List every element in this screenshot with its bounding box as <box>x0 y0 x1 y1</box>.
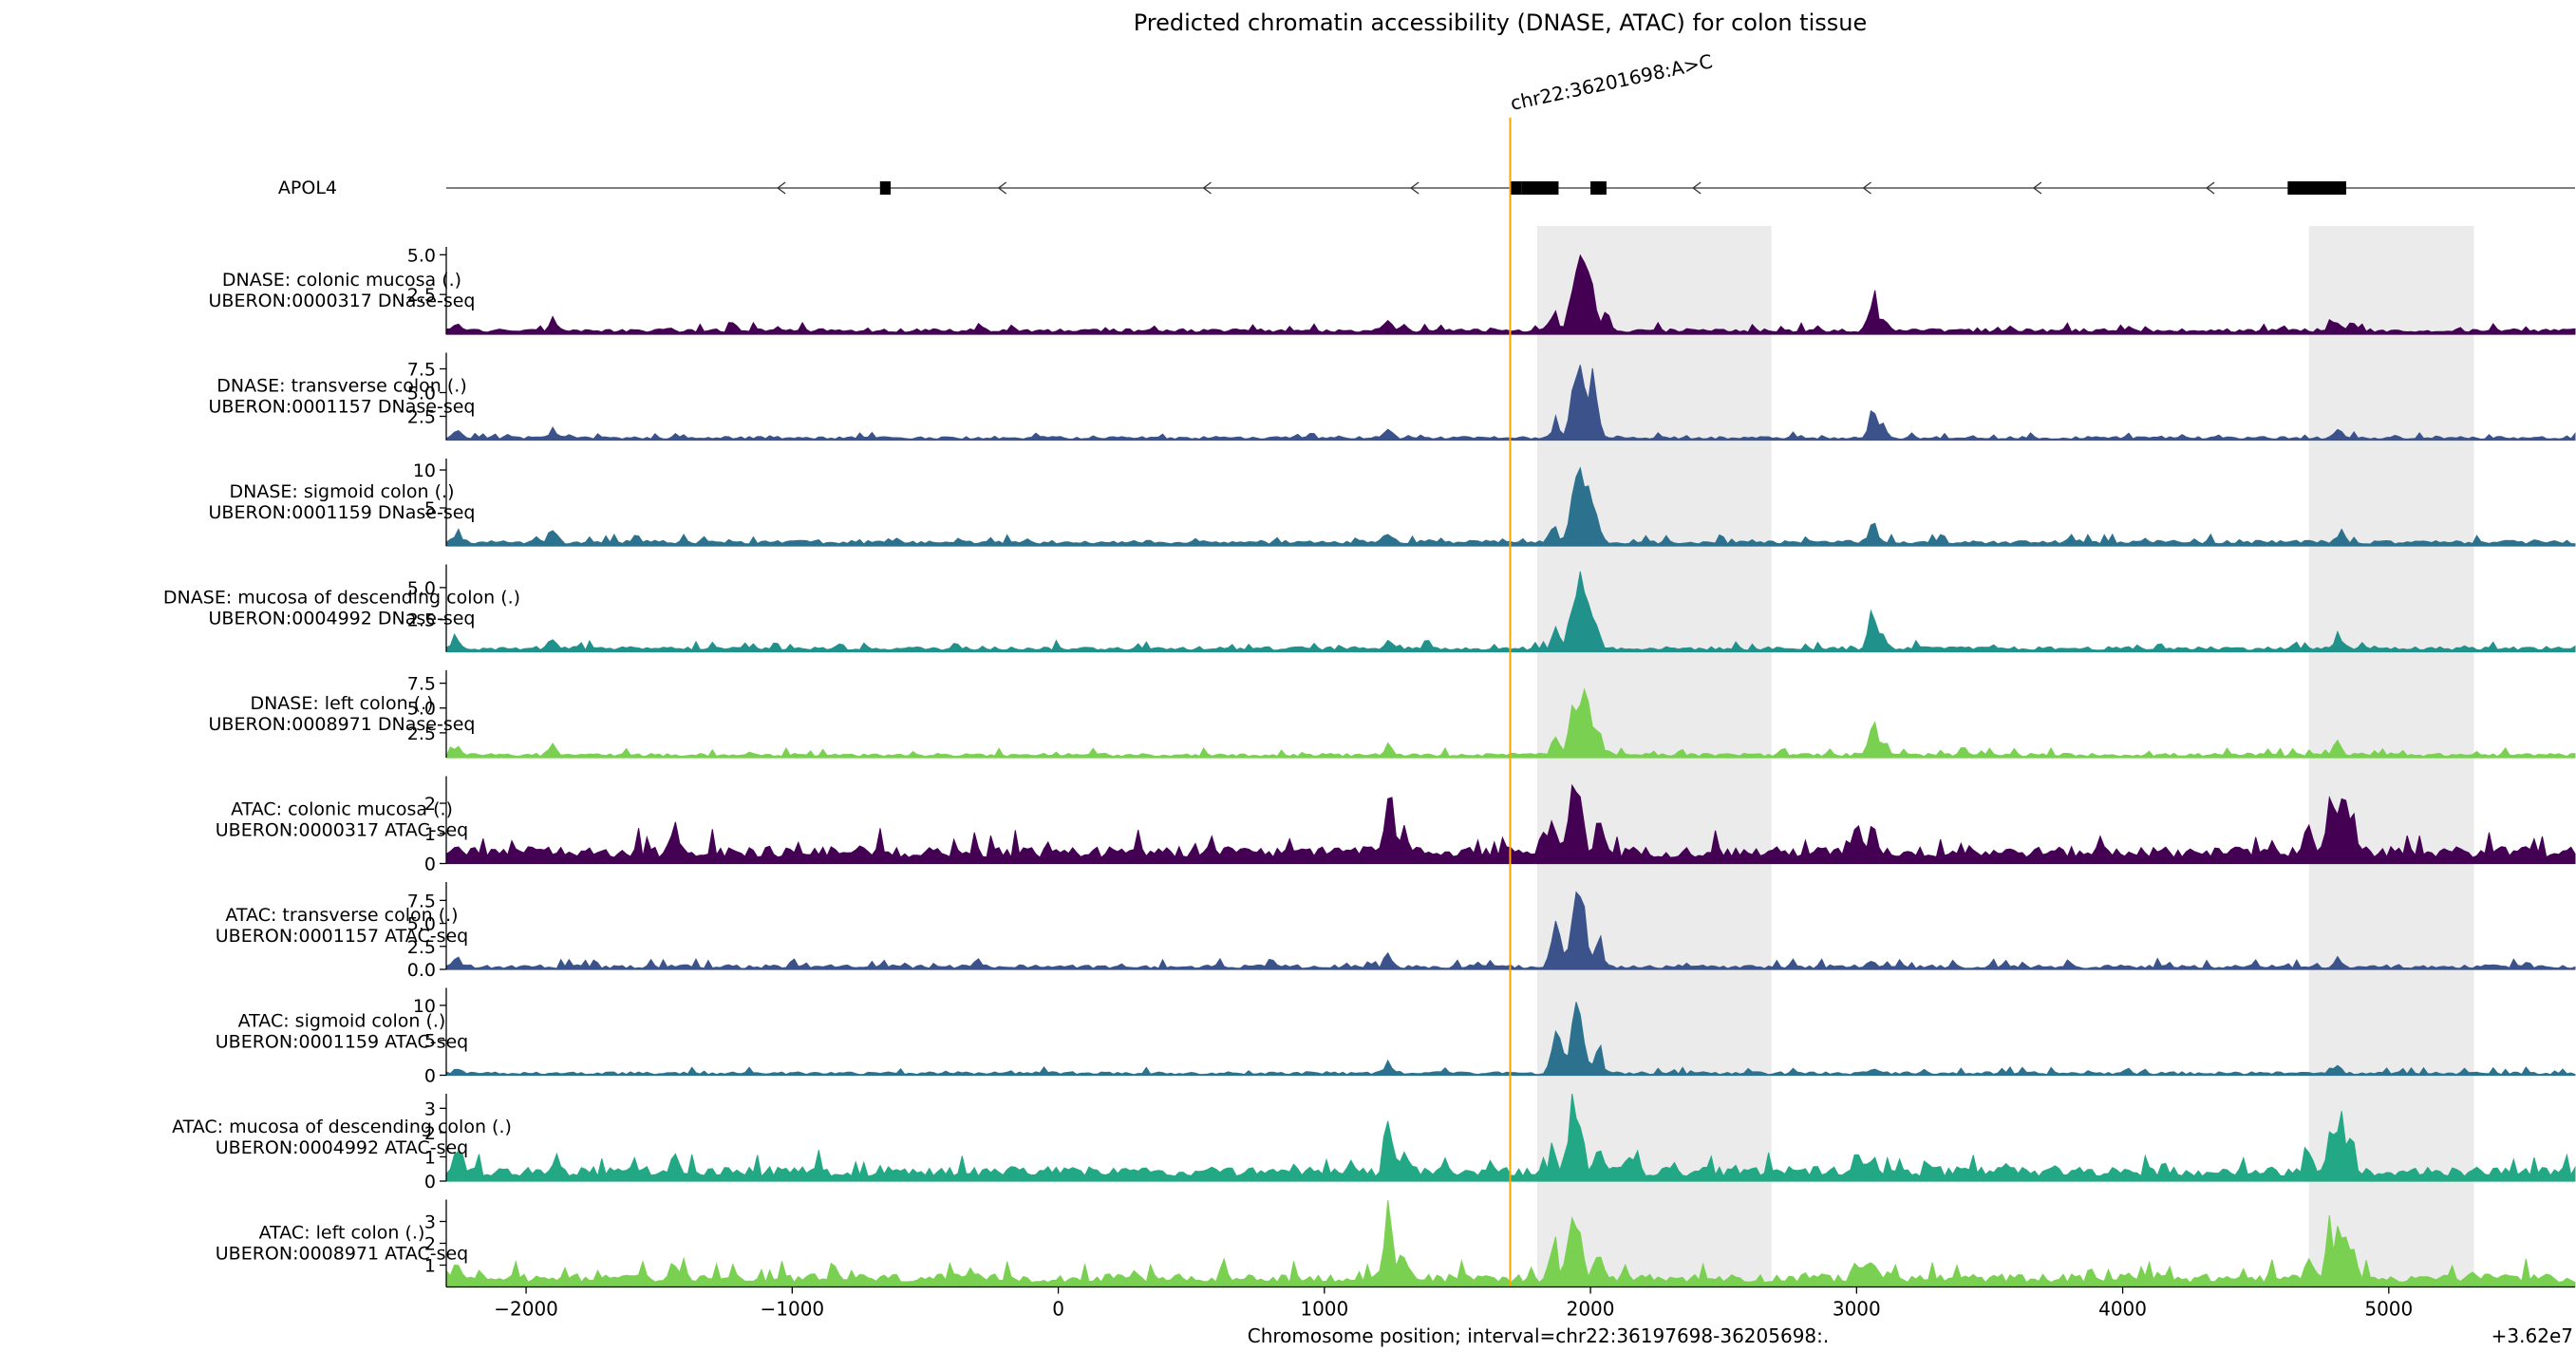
y-tick-label: 2.5 <box>407 407 436 428</box>
y-tick-label: 5.0 <box>407 914 436 935</box>
track-label-line1: ATAC: sigmoid colon (.) <box>238 1011 446 1032</box>
y-tick-label: 5 <box>424 498 436 519</box>
track-label-line2: UBERON:0008971 ATAC-seq <box>216 1244 468 1265</box>
strand-arrow <box>1862 181 1871 195</box>
x-axis-label: Chromosome position; interval=chr22:3619… <box>1248 1324 1830 1347</box>
track-label-line1: ATAC: mucosa of descending colon (.) <box>172 1117 512 1137</box>
track-signal <box>445 365 2576 441</box>
track-signal <box>445 687 2576 759</box>
track-signal <box>445 1093 2576 1182</box>
strand-arrow <box>1410 181 1420 195</box>
gene-name: APOL4 <box>278 178 337 198</box>
y-tick-label: 2.5 <box>407 937 436 958</box>
y-tick-label: 2 <box>424 1123 436 1144</box>
track: 2.5 5.0 DNASE: colonic mucosa (.)UBERON:00… <box>209 245 2576 335</box>
y-tick-label: 5.0 <box>407 384 436 404</box>
y-tick-label: 3 <box>424 1212 436 1233</box>
x-tick-label: 5000 <box>2364 1298 2413 1321</box>
exon <box>1511 181 1522 195</box>
exon <box>1590 181 1607 195</box>
strand-arrow <box>2032 181 2042 195</box>
track-label-line1: DNASE: sigmoid colon (.) <box>229 481 454 502</box>
y-tick-label: 7.5 <box>407 674 436 695</box>
track-label-line1: DNASE: transverse colon (.) <box>216 376 467 397</box>
y-tick-label: 2.5 <box>407 610 436 631</box>
x-tick-label: 3000 <box>1833 1298 1881 1321</box>
gene-annotation-track: APOL4 <box>278 178 2575 198</box>
chart-title: Predicted chromatin accessibility (DNASE… <box>1134 9 1867 36</box>
x-axis: Chromosome position; interval=chr22:3619… <box>446 1286 2575 1347</box>
y-tick-label: 5.0 <box>407 578 436 599</box>
exon <box>879 181 892 195</box>
track-label-line1: DNASE: colonic mucosa (.) <box>222 270 461 291</box>
y-tick-label: 7.5 <box>407 360 436 381</box>
y-tick-label: 5.0 <box>407 245 436 266</box>
y-tick-label: 2.5 <box>407 285 436 306</box>
y-tick-label: 1 <box>424 1147 436 1168</box>
y-tick-label: 2 <box>424 794 436 815</box>
y-tick-label: 10 <box>413 460 436 481</box>
y-tick-label: 0.0 <box>407 960 436 981</box>
y-tick-label: 0 <box>424 854 436 875</box>
y-tick-label: 2.5 <box>407 723 436 744</box>
x-tick-label: 2000 <box>1567 1298 1615 1321</box>
exon <box>1521 181 1559 195</box>
track-label-line2: UBERON:0004992 DNase-seq <box>209 609 476 629</box>
strand-arrow <box>1202 181 1212 195</box>
track-signal <box>445 1200 2576 1287</box>
y-tick-label: 7.5 <box>407 891 436 911</box>
strand-arrow <box>777 181 786 195</box>
track-label-line2: UBERON:0001157 DNase-seq <box>209 397 476 418</box>
exon <box>2287 181 2346 195</box>
track-label-line2: UBERON:0001159 ATAC-seq <box>216 1032 468 1053</box>
y-tick-label: 3 <box>424 1098 436 1119</box>
y-tick-label: 5 <box>424 1031 436 1052</box>
y-tick-label: 10 <box>413 996 436 1017</box>
strand-arrow <box>2205 181 2215 195</box>
track-signal <box>445 466 2576 547</box>
track-label-line1: ATAC: left colon (.) <box>259 1223 425 1244</box>
y-tick-label: 1 <box>424 1256 436 1277</box>
track-signal <box>445 571 2576 652</box>
track-signal <box>445 254 2576 335</box>
y-tick-label: 5.0 <box>407 699 436 720</box>
x-offset-label: +3.62e7 <box>2491 1324 2573 1347</box>
y-tick-label: 0 <box>424 1066 436 1087</box>
y-tick-label: 2 <box>424 1234 436 1255</box>
track-label-line2: UBERON:0000317 DNase-seq <box>209 291 476 311</box>
track-label-line1: ATAC: colonic mucosa (.) <box>231 799 453 820</box>
track-signal <box>445 1002 2576 1076</box>
variant-label: chr22:36201698:A>C <box>1508 49 1714 115</box>
x-tick-label: 0 <box>1052 1298 1064 1321</box>
track-label-line2: UBERON:0001159 DNase-seq <box>209 502 476 523</box>
strand-arrow <box>1692 181 1702 195</box>
track-label-line2: UBERON:0004992 ATAC-seq <box>216 1137 468 1158</box>
track-label-line1: ATAC: transverse colon (.) <box>225 905 458 926</box>
track-label-line2: UBERON:0008971 DNase-seq <box>209 714 476 735</box>
track-label-line1: DNASE: left colon (.) <box>250 693 433 714</box>
track-label-line1: DNASE: mucosa of descending colon (.) <box>163 588 520 609</box>
track-label-line2: UBERON:0001157 ATAC-seq <box>216 926 468 947</box>
x-tick-label: 1000 <box>1300 1298 1348 1321</box>
y-tick-label: 1 <box>424 824 436 845</box>
track-signal <box>445 891 2576 970</box>
x-tick-label: −2000 <box>494 1298 558 1321</box>
y-tick-label: 0 <box>424 1172 436 1192</box>
x-tick-label: −1000 <box>760 1298 824 1321</box>
track-label-line2: UBERON:0000317 ATAC-seq <box>216 820 468 841</box>
x-tick-label: 4000 <box>2098 1298 2147 1321</box>
strand-arrow <box>997 181 1007 195</box>
